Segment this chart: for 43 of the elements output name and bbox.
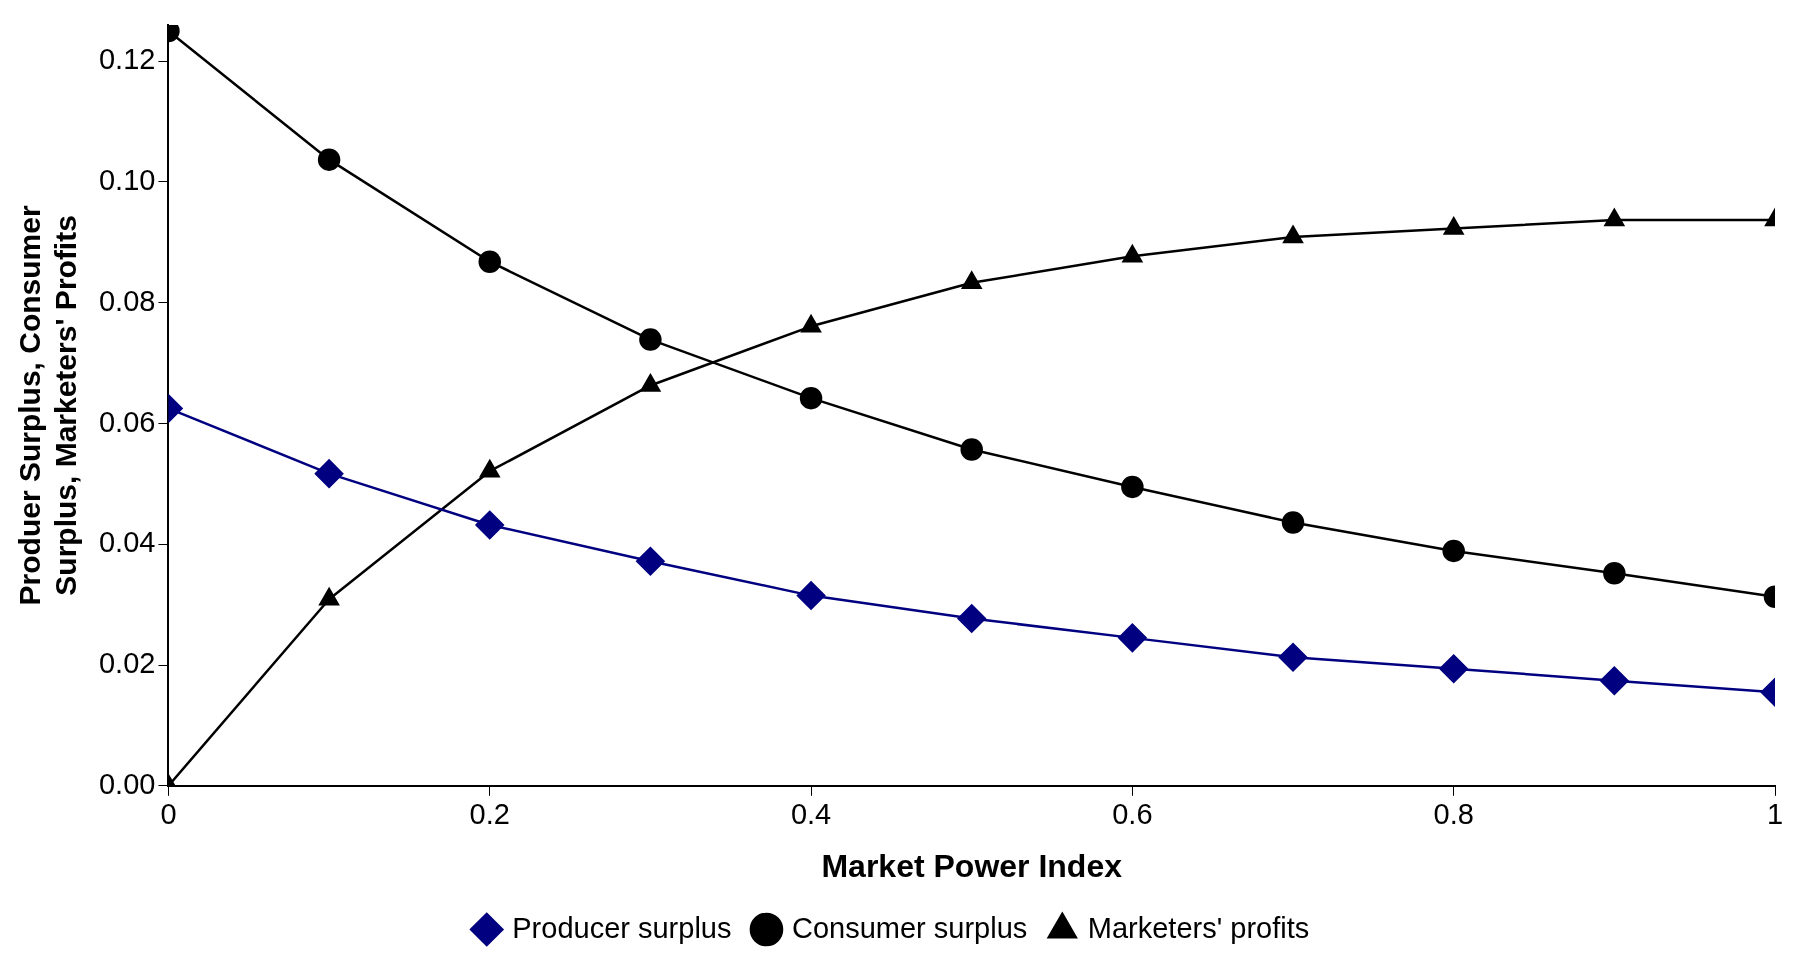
point: [801, 315, 821, 333]
x-tick-label: 0.6: [1112, 798, 1153, 831]
point: [1600, 666, 1629, 695]
point: [317, 148, 341, 171]
point: [475, 510, 504, 540]
legend-label: Producer surplus: [512, 911, 732, 944]
legend-label: Marketers' profits: [1087, 911, 1310, 944]
x-tick-label: 0: [160, 798, 177, 831]
y-tick-label: 0.06: [98, 405, 156, 438]
point: [1281, 511, 1305, 534]
y-tick-label: 0.04: [98, 526, 156, 559]
y-tick-label: 0.08: [98, 284, 156, 317]
x-tick-label: 1: [1766, 798, 1784, 831]
x-axis-title: Market Power Index: [821, 847, 1123, 884]
point: [1603, 562, 1626, 585]
point: [314, 459, 344, 488]
point: [639, 328, 662, 351]
y-tick-label: 0.02: [98, 647, 156, 680]
point: [961, 271, 982, 290]
y-tick-label: 0.10: [98, 163, 156, 196]
point: [1604, 208, 1625, 227]
x-tick-label: 0.4: [790, 798, 832, 831]
point: [796, 581, 826, 610]
point: [1442, 539, 1465, 563]
point: [1121, 475, 1144, 499]
point: [957, 604, 986, 633]
point: [1278, 642, 1308, 672]
point: [960, 438, 983, 461]
point: [799, 386, 823, 410]
legend-label: Consumer surplus: [791, 911, 1028, 944]
point: [636, 546, 665, 576]
y-tick-label: 0.00: [98, 767, 156, 800]
x-tick-label: 0.2: [469, 798, 510, 831]
point: [1122, 245, 1143, 263]
y-axis-title: Produer Surplus, Consumer Surplus, Marketers' Profits: [13, 205, 83, 606]
point: [1443, 217, 1464, 235]
point: [478, 250, 501, 273]
x-tick-label: 0.8: [1433, 798, 1474, 831]
point: [1439, 654, 1468, 683]
point: [1283, 225, 1303, 244]
y-tick-label: 0.12: [98, 43, 156, 76]
point: [640, 374, 661, 392]
point: [1118, 623, 1147, 653]
